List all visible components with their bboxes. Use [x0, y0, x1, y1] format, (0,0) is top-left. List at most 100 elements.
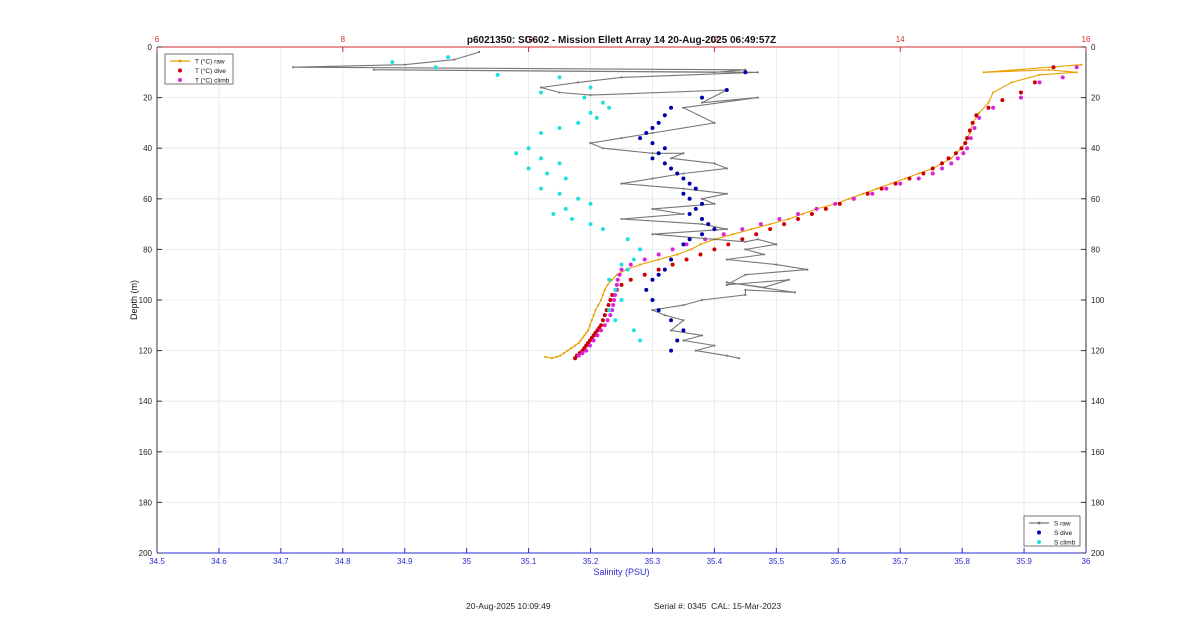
- series-point-s-dive: [663, 268, 667, 272]
- right-tick-label: 100: [1091, 296, 1105, 305]
- series-point-s-dive: [681, 192, 685, 196]
- series-point-t-c-climb: [870, 192, 874, 196]
- series-point-t-c-raw: [591, 319, 593, 321]
- series-point-s-raw: [775, 243, 777, 245]
- series-point-s-raw: [670, 157, 672, 159]
- series-point-s-raw: [540, 86, 542, 88]
- series-point-s-raw: [726, 228, 728, 230]
- series-point-t-c-climb: [592, 338, 596, 342]
- series-point-t-c-raw: [587, 329, 589, 331]
- series-point-t-c-climb: [965, 146, 969, 150]
- series-point-s-climb: [601, 227, 605, 231]
- series-point-s-raw: [651, 177, 653, 179]
- series-point-t-c-climb: [1075, 65, 1079, 69]
- series-point-s-dive: [675, 172, 679, 176]
- series-point-t-c-dive: [796, 217, 800, 221]
- chart-title: p6021350: SG602 - Mission Ellett Array 1…: [467, 35, 776, 46]
- legend-salinity-swatch-dot: [1037, 531, 1041, 535]
- series-point-t-c-climb: [796, 212, 800, 216]
- series-point-t-c-raw: [567, 350, 569, 352]
- series-point-t-c-climb: [606, 318, 610, 322]
- series-point-s-dive: [663, 113, 667, 117]
- series-point-s-climb: [558, 192, 562, 196]
- series-point-t-c-raw: [658, 258, 660, 260]
- top-tick-label: 8: [341, 35, 346, 44]
- series-point-s-climb: [638, 247, 642, 251]
- series-point-s-climb: [632, 328, 636, 332]
- bottom-tick-label: 36: [1082, 557, 1091, 566]
- series-point-t-c-raw: [551, 357, 553, 359]
- series-point-t-c-dive: [1000, 98, 1004, 102]
- series-point-t-c-climb: [898, 182, 902, 186]
- series-point-t-c-raw: [983, 71, 985, 73]
- series-point-t-c-dive: [940, 161, 944, 165]
- series-point-t-c-raw: [639, 263, 641, 265]
- series-point-t-c-raw: [611, 279, 613, 281]
- series-point-t-c-dive: [698, 252, 702, 256]
- series-point-t-c-dive: [782, 222, 786, 226]
- series-point-t-c-dive: [986, 106, 990, 110]
- series-point-t-c-raw: [690, 248, 692, 250]
- series-point-s-dive: [700, 96, 704, 100]
- series-point-s-raw: [682, 304, 684, 306]
- series-point-t-c-climb: [977, 116, 981, 120]
- series-point-t-c-raw: [555, 356, 557, 358]
- series-point-s-dive: [694, 207, 698, 211]
- bottom-tick-label: 35.1: [521, 557, 537, 566]
- series-point-t-c-dive: [907, 177, 911, 181]
- series-point-s-raw: [726, 284, 728, 286]
- series-point-s-raw: [602, 147, 604, 149]
- series-point-s-raw: [763, 253, 765, 255]
- series-point-s-raw: [292, 66, 294, 68]
- series-point-t-c-dive: [601, 318, 605, 322]
- series-point-s-dive: [688, 212, 692, 216]
- series-point-t-c-climb: [777, 217, 781, 221]
- bottom-tick-label: 35.2: [583, 557, 599, 566]
- series-point-t-c-dive: [921, 172, 925, 176]
- series-point-s-climb: [564, 177, 568, 181]
- series-point-t-c-dive: [712, 247, 716, 251]
- series-point-s-raw: [726, 355, 728, 357]
- series-point-t-c-climb: [595, 333, 599, 337]
- series-point-s-dive: [681, 242, 685, 246]
- series-point-t-c-raw: [918, 172, 920, 174]
- series-point-s-dive: [743, 70, 747, 74]
- series-point-s-raw: [670, 329, 672, 331]
- right-tick-label: 200: [1091, 549, 1105, 558]
- series-point-s-dive: [681, 328, 685, 332]
- series-point-t-c-climb: [613, 293, 617, 297]
- series-point-t-c-climb: [1038, 80, 1042, 84]
- series-point-t-c-climb: [852, 197, 856, 201]
- series-point-t-c-dive: [968, 128, 972, 132]
- series-point-s-raw: [589, 94, 591, 96]
- legend-temperature-entry: T (°C) dive: [195, 67, 226, 75]
- left-tick-label: 0: [148, 43, 153, 52]
- series-point-t-c-climb: [657, 252, 661, 256]
- series-point-s-climb: [613, 318, 617, 322]
- right-tick-label: 140: [1091, 397, 1105, 406]
- series-point-t-c-raw: [788, 218, 790, 220]
- series-point-s-raw: [651, 208, 653, 210]
- series-point-t-c-climb: [759, 222, 763, 226]
- series-point-t-c-climb: [612, 298, 616, 302]
- series-point-s-raw: [713, 162, 715, 164]
- series-point-t-c-climb: [949, 161, 953, 165]
- series-point-s-dive: [657, 308, 661, 312]
- series-point-t-c-raw: [769, 223, 771, 225]
- series-point-t-c-raw: [802, 213, 804, 215]
- series-point-t-c-dive: [608, 298, 612, 302]
- series-point-t-c-raw: [1038, 74, 1040, 76]
- series-point-t-c-climb: [629, 263, 633, 267]
- bottom-tick-label: 35.8: [954, 557, 970, 566]
- series-point-t-c-dive: [1051, 65, 1055, 69]
- legend-temperature-entry: T (°C) raw: [195, 58, 225, 66]
- series-point-s-dive: [669, 166, 673, 170]
- series-point-s-climb: [607, 106, 611, 110]
- series-point-s-climb: [620, 298, 624, 302]
- series-point-s-raw: [713, 122, 715, 124]
- series-point-t-c-dive: [671, 263, 675, 267]
- series-point-s-climb: [558, 126, 562, 130]
- series-point-s-raw: [558, 91, 560, 93]
- legend-temperature-swatch-dot: [178, 69, 182, 73]
- top-tick-label: 14: [896, 35, 905, 44]
